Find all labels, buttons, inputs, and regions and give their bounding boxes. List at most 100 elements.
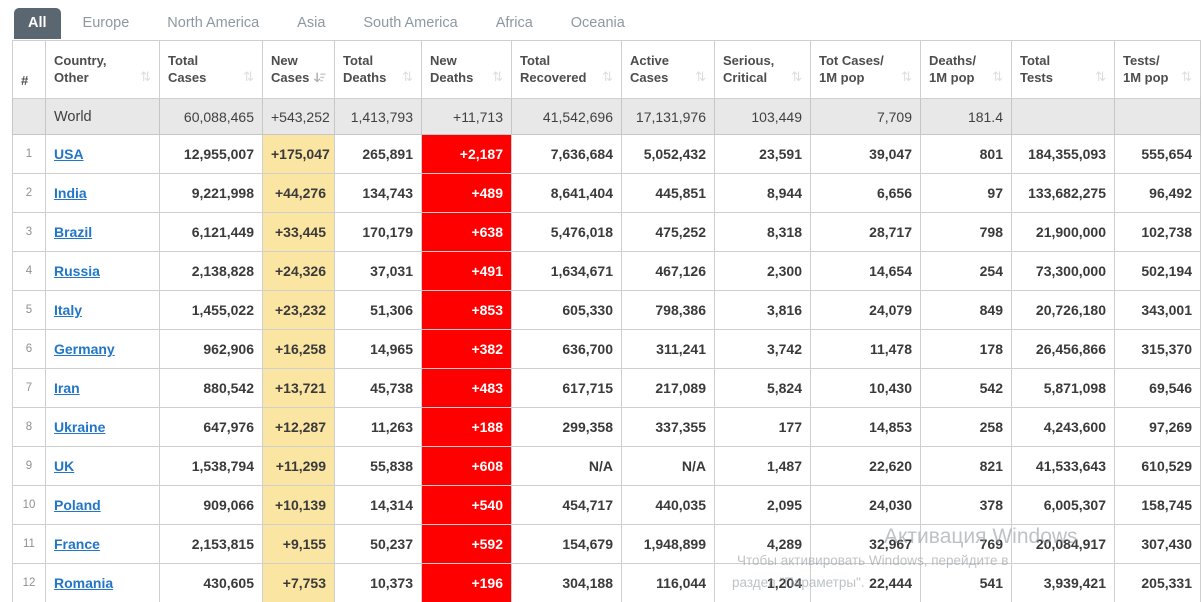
column-header-country[interactable]: Country, Other ⇅ <box>45 40 160 99</box>
sort-icon: ⇅ <box>602 69 613 85</box>
country-link[interactable]: France <box>54 536 100 552</box>
sort-icon: ⇅ <box>1095 69 1106 85</box>
rank-cell: 4 <box>12 251 46 291</box>
total-deaths-cell: 265,891 <box>334 134 422 174</box>
new-deaths-cell: +188 <box>421 407 512 447</box>
new-deaths-cell: +540 <box>421 485 512 525</box>
new-cases-cell: +175,047 <box>262 134 335 174</box>
column-header-tests-1m[interactable]: Tests/1M pop ⇅ <box>1114 40 1201 99</box>
sort-icon: ⇅ <box>901 69 912 85</box>
column-header-deaths-1m[interactable]: Deaths/1M pop ⇅ <box>920 40 1012 99</box>
table-row: 8 Ukraine 647,976 +12,287 11,263 +188 299,358 3… <box>12 407 1201 447</box>
active-cases-cell: 337,355 <box>621 407 715 447</box>
new-cases-cell: +23,232 <box>262 290 335 330</box>
column-label: New <box>271 52 298 68</box>
tests-1m-cell: 307,430 <box>1114 524 1201 564</box>
total-deaths-cell: 170,179 <box>334 212 422 252</box>
column-label: Recovered <box>520 69 587 85</box>
table-row: 2 India 9,221,998 +44,276 134,743 +489 8,641,4… <box>12 173 1201 213</box>
country-cell: Ukraine <box>45 407 160 447</box>
column-header-serious-critical[interactable]: Serious, Critical ⇅ <box>714 40 811 99</box>
tests-1m-cell: 205,331 <box>1114 563 1201 602</box>
column-header-new-deaths[interactable]: New Deaths ⇅ <box>421 40 512 99</box>
country-link[interactable]: Germany <box>54 341 115 357</box>
cases-1m-cell: 7,709 <box>810 98 921 135</box>
deaths-1m-cell: 254 <box>920 251 1012 291</box>
total-recovered-cell: 636,700 <box>511 329 622 369</box>
total-tests-cell <box>1011 98 1115 135</box>
country-cell: Poland <box>45 485 160 525</box>
country-link[interactable]: Poland <box>54 497 101 513</box>
total-recovered-cell: 5,476,018 <box>511 212 622 252</box>
new-cases-cell: +13,721 <box>262 368 335 408</box>
sort-icon: ⇅ <box>492 69 503 85</box>
country-link[interactable]: Italy <box>54 302 83 318</box>
country-cell: Iran <box>45 368 160 408</box>
sort-icon: ⇅ <box>992 69 1003 85</box>
cases-1m-cell: 6,656 <box>810 173 921 213</box>
tab-europe[interactable]: Europe <box>82 15 130 31</box>
region-tabs: All Europe North America Asia South America A… <box>14 8 647 39</box>
table-row: 4 Russia 2,138,828 +24,326 37,031 +491 1,634,6… <box>12 251 1201 291</box>
country-link[interactable]: UK <box>54 458 75 474</box>
table-row: 6 Germany 962,906 +16,258 14,965 +382 636,700 3… <box>12 329 1201 369</box>
country-link[interactable]: Russia <box>54 263 100 279</box>
total-deaths-cell: 55,838 <box>334 446 422 486</box>
rank-cell: 2 <box>12 173 46 213</box>
column-header-total-recovered[interactable]: Total Recovered ⇅ <box>511 40 622 99</box>
serious-critical-cell: 2,095 <box>714 485 811 525</box>
total-cases-cell: 430,605 <box>159 563 263 602</box>
column-header-total-tests[interactable]: Total Tests ⇅ <box>1011 40 1115 99</box>
sort-icon: ⇅ <box>402 69 413 85</box>
tab-africa[interactable]: Africa <box>495 15 533 31</box>
tab-all[interactable]: All <box>14 8 61 39</box>
new-cases-cell: +11,299 <box>262 446 335 486</box>
active-cases-cell: 311,241 <box>621 329 715 369</box>
new-deaths-cell: +11,713 <box>421 98 512 135</box>
deaths-1m-cell: 97 <box>920 173 1012 213</box>
tests-1m-cell: 158,745 <box>1114 485 1201 525</box>
total-deaths-cell: 51,306 <box>334 290 422 330</box>
column-label: Tests <box>1020 69 1053 85</box>
column-label: Total <box>520 52 551 68</box>
country-link[interactable]: Ukraine <box>54 419 106 435</box>
total-deaths-cell: 1,413,793 <box>334 98 422 135</box>
column-header-total-deaths[interactable]: Total Deaths ⇅ <box>334 40 422 99</box>
serious-critical-cell: 2,300 <box>714 251 811 291</box>
total-deaths-cell: 14,314 <box>334 485 422 525</box>
total-recovered-cell: 605,330 <box>511 290 622 330</box>
column-label: Cases <box>630 69 669 85</box>
country-link[interactable]: USA <box>54 146 84 162</box>
active-cases-cell: 475,252 <box>621 212 715 252</box>
serious-critical-cell: 1,204 <box>714 563 811 602</box>
tab-asia[interactable]: Asia <box>297 15 326 31</box>
total-tests-cell: 41,533,643 <box>1011 446 1115 486</box>
total-cases-cell: 962,906 <box>159 329 263 369</box>
cases-1m-cell: 24,079 <box>810 290 921 330</box>
rank-cell <box>12 98 46 135</box>
serious-critical-cell: 1,487 <box>714 446 811 486</box>
country-link[interactable]: Romania <box>54 575 114 591</box>
column-header-new-cases[interactable]: New Cases <box>262 40 335 99</box>
country-link[interactable]: India <box>54 185 87 201</box>
country-link[interactable]: Brazil <box>54 224 93 240</box>
tab-oceania[interactable]: Oceania <box>570 15 625 31</box>
column-header-active-cases[interactable]: Active Cases ⇅ <box>621 40 715 99</box>
table-row: 12 Romania 430,605 +7,753 10,373 +196 304,188 1… <box>12 563 1201 602</box>
table-row: 7 Iran 880,542 +13,721 45,738 +483 617,715 217,… <box>12 368 1201 408</box>
country-cell: World <box>45 98 160 135</box>
deaths-1m-cell: 541 <box>920 563 1012 602</box>
new-cases-cell: +33,445 <box>262 212 335 252</box>
country-link[interactable]: Iran <box>54 380 80 396</box>
rank-cell: 5 <box>12 290 46 330</box>
column-header-total-cases[interactable]: Total Cases ⇅ <box>159 40 263 99</box>
table-row: 10 Poland 909,066 +10,139 14,314 +540 454,717 4… <box>12 485 1201 525</box>
total-deaths-cell: 134,743 <box>334 173 422 213</box>
total-deaths-cell: 10,373 <box>334 563 422 602</box>
total-tests-cell: 4,243,600 <box>1011 407 1115 447</box>
column-header-cases-1m[interactable]: Tot Cases/1M pop ⇅ <box>810 40 921 99</box>
tab-north-america[interactable]: North America <box>167 15 260 31</box>
cases-1m-cell: 24,030 <box>810 485 921 525</box>
sort-icon: ⇅ <box>243 69 254 85</box>
tab-south-america[interactable]: South America <box>363 15 458 31</box>
